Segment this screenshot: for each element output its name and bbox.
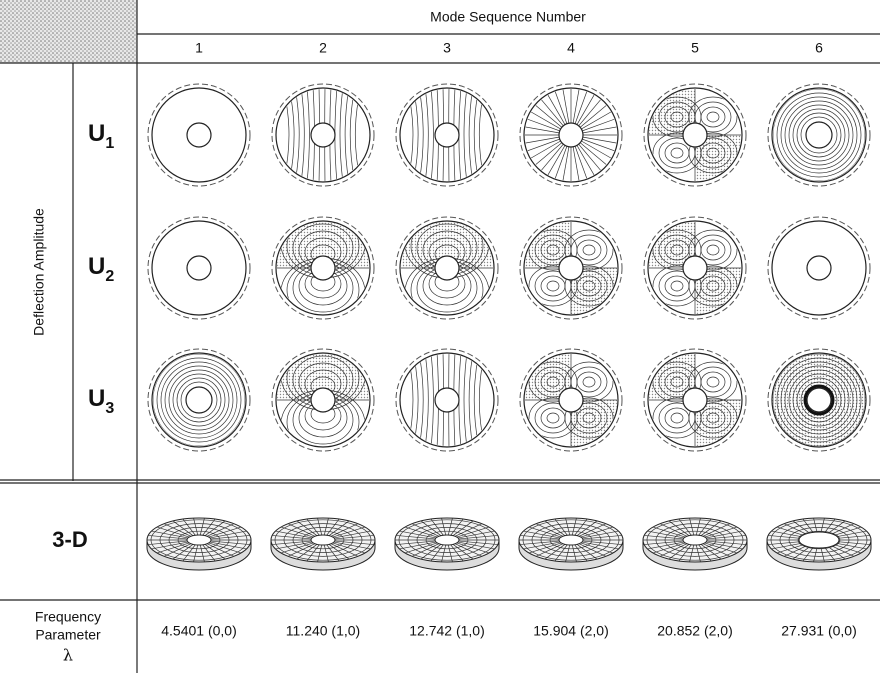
mode-diagram: [520, 217, 622, 319]
surface-3d: [271, 518, 375, 570]
hole: [311, 388, 335, 412]
row-index: 3: [105, 400, 114, 417]
mode-diagram: [148, 84, 250, 186]
mode-diagram: [272, 342, 374, 458]
row-label: U3: [88, 385, 114, 417]
frequency-value: 11.240 (1,0): [286, 623, 360, 639]
hole: [683, 123, 707, 147]
hole: [559, 256, 583, 280]
frequency-value: 12.742 (1,0): [409, 623, 485, 639]
row-symbol: U: [88, 385, 105, 412]
surface-3d: [643, 518, 747, 570]
corner-hatch: [0, 0, 137, 63]
mode-diagram: [520, 349, 622, 451]
hole: [683, 256, 707, 280]
hole: [435, 388, 459, 412]
hole: [435, 123, 459, 147]
mode-diagram: [396, 84, 498, 186]
hole: [683, 388, 707, 412]
hole: [186, 387, 212, 413]
row-index: 2: [105, 268, 114, 285]
surface-hole: [187, 535, 211, 545]
freq-label: Frequency: [35, 609, 101, 625]
column-number: 1: [195, 40, 203, 56]
surface-3d: [767, 518, 871, 570]
row-symbol: U: [88, 120, 105, 147]
hole: [559, 388, 583, 412]
surface-3d: [519, 518, 623, 570]
surface-3d: [147, 518, 251, 570]
hole: [559, 123, 583, 147]
hole: [435, 256, 459, 280]
mode-diagram: [148, 217, 250, 319]
mode-diagram: [272, 84, 374, 186]
hole: [311, 123, 335, 147]
surface-hole: [435, 535, 459, 545]
mode-diagram: [768, 84, 870, 186]
column-number: 5: [691, 40, 699, 56]
row-symbol: U: [88, 253, 105, 280]
row-label: U2: [88, 253, 114, 285]
column-number: 2: [319, 40, 327, 56]
mode-diagram: [396, 210, 498, 326]
hole: [807, 256, 831, 280]
header-title: Mode Sequence Number: [430, 9, 586, 25]
freq-label: λ: [63, 646, 73, 665]
freq-label: Parameter: [35, 627, 101, 643]
frequency-value: 15.904 (2,0): [533, 623, 609, 639]
row-label: U1: [88, 120, 114, 152]
figure: Mode Sequence Number Deflection Amplitud…: [0, 0, 880, 673]
mode-diagram: [768, 217, 870, 319]
column-number: 4: [567, 40, 575, 56]
surface-hole: [311, 535, 335, 545]
surface-hole: [559, 535, 583, 545]
row-index: 1: [105, 135, 114, 152]
row-group-label: Deflection Amplitude: [31, 208, 47, 336]
mode-diagram: [272, 210, 374, 326]
view-row-label: 3-D: [52, 527, 87, 552]
hole: [187, 256, 211, 280]
mode-diagram: [644, 349, 746, 451]
surface-hole: [799, 532, 839, 548]
hole: [311, 256, 335, 280]
hole: [187, 123, 211, 147]
hole: [806, 122, 832, 148]
surface-3d: [395, 518, 499, 570]
surface-hole: [683, 535, 707, 545]
column-number: 3: [443, 40, 451, 56]
mode-diagram: [644, 84, 746, 186]
mode-diagram: [520, 84, 622, 186]
hole: [807, 388, 831, 412]
frequency-value: 27.931 (0,0): [781, 623, 857, 639]
frequency-value: 20.852 (2,0): [657, 623, 733, 639]
frequency-value: 4.5401 (0,0): [161, 623, 237, 639]
mode-diagram: [148, 349, 250, 451]
mode-diagram: [396, 349, 498, 451]
mode-diagram: [768, 349, 870, 451]
column-number: 6: [815, 40, 823, 56]
mode-diagram: [644, 217, 746, 319]
